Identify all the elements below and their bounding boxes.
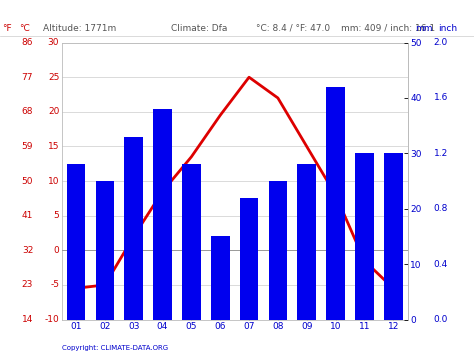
- Text: 23: 23: [22, 280, 33, 289]
- Text: 15: 15: [48, 142, 59, 151]
- Text: 32: 32: [22, 246, 33, 255]
- Bar: [326, 87, 345, 320]
- Text: 0: 0: [54, 246, 59, 255]
- Text: 1.6: 1.6: [434, 93, 448, 103]
- Text: °F: °F: [2, 24, 12, 33]
- Text: mm: 409 / inch: 16.1: mm: 409 / inch: 16.1: [341, 24, 436, 33]
- Bar: [124, 137, 143, 320]
- Text: 77: 77: [22, 73, 33, 82]
- Text: 30: 30: [48, 38, 59, 47]
- Bar: [297, 164, 316, 320]
- Text: 41: 41: [22, 211, 33, 220]
- Text: 10: 10: [48, 176, 59, 186]
- Text: 5: 5: [54, 211, 59, 220]
- Bar: [240, 198, 258, 320]
- Bar: [355, 153, 374, 320]
- Text: 0.4: 0.4: [434, 260, 448, 269]
- Text: 68: 68: [22, 107, 33, 116]
- Bar: [67, 164, 85, 320]
- Text: inch: inch: [438, 24, 457, 33]
- Text: 25: 25: [48, 73, 59, 82]
- Text: Copyright: CLIMATE-DATA.ORG: Copyright: CLIMATE-DATA.ORG: [62, 345, 168, 351]
- Text: Altitude: 1771m: Altitude: 1771m: [43, 24, 116, 33]
- Text: -10: -10: [45, 315, 59, 324]
- Bar: [153, 109, 172, 320]
- Text: °C: 8.4 / °F: 47.0: °C: 8.4 / °F: 47.0: [256, 24, 330, 33]
- Text: 2.0: 2.0: [434, 38, 448, 47]
- Text: 0.0: 0.0: [434, 315, 448, 324]
- Text: Climate: Dfa: Climate: Dfa: [171, 24, 227, 33]
- Text: 14: 14: [22, 315, 33, 324]
- Text: 50: 50: [22, 176, 33, 186]
- Bar: [182, 164, 201, 320]
- Text: 20: 20: [48, 107, 59, 116]
- Text: °C: °C: [19, 24, 30, 33]
- Bar: [95, 181, 114, 320]
- Text: 86: 86: [22, 38, 33, 47]
- Text: 0.8: 0.8: [434, 204, 448, 213]
- Text: -5: -5: [50, 280, 59, 289]
- Bar: [268, 181, 287, 320]
- Bar: [211, 236, 229, 320]
- Text: 59: 59: [22, 142, 33, 151]
- Bar: [384, 153, 402, 320]
- Text: mm: mm: [415, 24, 432, 33]
- Text: 1.2: 1.2: [434, 149, 448, 158]
